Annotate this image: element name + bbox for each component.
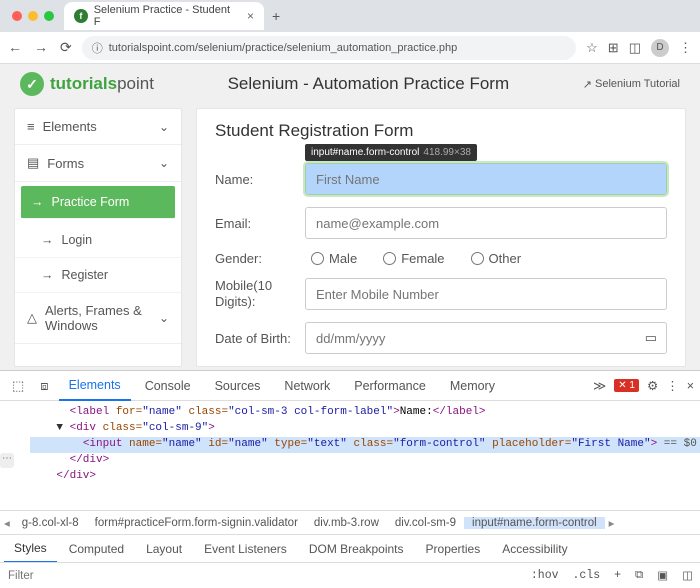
computed-toggle-icon[interactable]: ▣ bbox=[654, 568, 671, 583]
site-logo[interactable]: ✓ tutorialspoint bbox=[20, 72, 154, 96]
chevron-down-icon: ⌄ bbox=[159, 120, 169, 134]
sidebar-item-elements[interactable]: ≡Elements ⌄ bbox=[15, 109, 181, 145]
styles-tab-layout[interactable]: Layout bbox=[136, 535, 192, 563]
email-label: Email: bbox=[215, 216, 305, 231]
name-label: Name: bbox=[215, 172, 305, 187]
minimize-icon[interactable] bbox=[28, 11, 38, 21]
styles-tab-listeners[interactable]: Event Listeners bbox=[194, 535, 297, 563]
email-input[interactable] bbox=[305, 207, 667, 239]
breadcrumb: ◂ g-8.col-xl-8 form#practiceForm.form-si… bbox=[0, 510, 700, 534]
mobile-input[interactable] bbox=[305, 278, 667, 310]
crumb[interactable]: div.mb-3.row bbox=[306, 517, 387, 529]
form-heading: Student Registration Form bbox=[215, 121, 667, 141]
settings-icon[interactable]: ⚙ bbox=[647, 378, 658, 393]
devtools-tab-sources[interactable]: Sources bbox=[205, 371, 271, 401]
sidebar-item-login[interactable]: →Login bbox=[15, 223, 181, 258]
crumb-next-icon[interactable]: ▸ bbox=[605, 516, 619, 530]
new-tab-icon[interactable]: + bbox=[272, 8, 280, 24]
styles-tab-styles[interactable]: Styles bbox=[4, 535, 57, 563]
sidepanel-icon[interactable]: ◫ bbox=[629, 40, 641, 56]
maximize-icon[interactable] bbox=[44, 11, 54, 21]
kebab-icon[interactable]: ⋮ bbox=[666, 378, 679, 393]
tab-title: Selenium Practice - Student F bbox=[94, 4, 237, 28]
devtools-tab-elements[interactable]: Elements bbox=[59, 371, 131, 401]
address-bar[interactable]: ⓘ tutorialspoint.com/selenium/practice/s… bbox=[82, 36, 576, 60]
crumb[interactable]: form#practiceForm.form-signin.validator bbox=[87, 517, 306, 529]
menu-icon[interactable]: ⋮ bbox=[679, 40, 692, 56]
inspect-icon[interactable]: ⬚ bbox=[6, 378, 30, 394]
chevron-down-icon: ⌄ bbox=[159, 156, 169, 170]
logo-text-green: tutorials bbox=[50, 74, 117, 93]
elements-tree[interactable]: ⋯ <label for="name" class="col-sm-3 col-… bbox=[0, 401, 700, 510]
close-icon[interactable] bbox=[12, 11, 22, 21]
devtools-tab-console[interactable]: Console bbox=[135, 371, 201, 401]
logo-icon: ✓ bbox=[20, 72, 44, 96]
site-info-icon[interactable]: ⓘ bbox=[92, 40, 103, 56]
devtools-tab-network[interactable]: Network bbox=[274, 371, 340, 401]
gender-label: Gender: bbox=[215, 251, 305, 266]
menu-icon: ≡ bbox=[27, 119, 35, 134]
page-title: Selenium - Automation Practice Form bbox=[228, 74, 510, 94]
crumb[interactable]: g-8.col-xl-8 bbox=[14, 517, 87, 529]
bookmark-icon[interactable]: ☆ bbox=[586, 40, 598, 56]
new-style-icon[interactable]: + bbox=[611, 569, 624, 582]
form-panel: Student Registration Form input#name.for… bbox=[196, 108, 686, 367]
url-text: tutorialspoint.com/selenium/practice/sel… bbox=[109, 42, 458, 54]
sidebar-item-forms[interactable]: ▤Forms ⌄ bbox=[15, 145, 181, 182]
tab-close-icon[interactable]: × bbox=[247, 9, 254, 23]
flex-icon[interactable]: ⧉ bbox=[632, 569, 646, 582]
crumb-prev-icon[interactable]: ◂ bbox=[0, 516, 14, 530]
browser-tabbar: f Selenium Practice - Student F × + bbox=[0, 0, 700, 32]
chevron-down-icon: ⌄ bbox=[159, 311, 169, 325]
sidebar-item-register[interactable]: →Register bbox=[15, 258, 181, 293]
devtools-tab-memory[interactable]: Memory bbox=[440, 371, 505, 401]
arrow-right-icon: → bbox=[41, 268, 54, 282]
crumb[interactable]: div.col-sm-9 bbox=[387, 517, 464, 529]
name-input[interactable] bbox=[305, 163, 667, 195]
arrow-right-icon: → bbox=[31, 195, 44, 209]
forward-icon[interactable]: → bbox=[34, 39, 48, 56]
sidebar-item-alerts[interactable]: △Alerts, Frames & Windows ⌄ bbox=[15, 293, 181, 344]
external-link-icon: ↗ bbox=[583, 78, 592, 91]
profile-avatar[interactable]: D bbox=[651, 39, 669, 57]
reload-icon[interactable]: ⟳ bbox=[60, 39, 72, 56]
styles-tab-props[interactable]: Properties bbox=[416, 535, 491, 563]
hov-toggle[interactable]: :hov bbox=[528, 569, 562, 582]
arrow-right-icon: → bbox=[41, 233, 54, 247]
styles-filter-input[interactable] bbox=[4, 568, 520, 584]
ellipsis-icon[interactable]: ⋯ bbox=[0, 453, 14, 468]
devtools-panel: ⬚ ⧈ Elements Console Sources Network Per… bbox=[0, 370, 700, 588]
devtools-tab-performance[interactable]: Performance bbox=[344, 371, 436, 401]
bell-icon: △ bbox=[27, 310, 37, 326]
error-badge[interactable]: ✕ 1 bbox=[614, 379, 639, 392]
close-devtools-icon[interactable]: × bbox=[687, 379, 694, 393]
styles-tab-dom[interactable]: DOM Breakpoints bbox=[299, 535, 414, 563]
more-tabs-icon[interactable]: ≫ bbox=[593, 378, 606, 393]
styles-tab-computed[interactable]: Computed bbox=[59, 535, 134, 563]
gender-male-radio[interactable]: Male bbox=[311, 251, 357, 266]
dock-icon[interactable]: ◫ bbox=[679, 568, 696, 583]
cls-toggle[interactable]: .cls bbox=[570, 569, 604, 582]
calendar-icon[interactable]: ▭ bbox=[645, 330, 657, 346]
extensions-icon[interactable]: ⊞ bbox=[608, 40, 619, 56]
gender-female-radio[interactable]: Female bbox=[383, 251, 444, 266]
crumb-active[interactable]: input#name.form-control bbox=[464, 517, 605, 529]
inspector-tooltip: input#name.form-control418.99×38 bbox=[305, 144, 477, 161]
favicon-icon: f bbox=[74, 9, 88, 23]
browser-tab[interactable]: f Selenium Practice - Student F × bbox=[64, 2, 264, 30]
back-icon[interactable]: ← bbox=[8, 39, 22, 56]
device-toggle-icon[interactable]: ⧈ bbox=[34, 378, 54, 394]
logo-text-gray: point bbox=[117, 74, 154, 93]
styles-tab-a11y[interactable]: Accessibility bbox=[492, 535, 577, 563]
mobile-label: Mobile(10 Digits): bbox=[215, 278, 305, 309]
dob-label: Date of Birth: bbox=[215, 331, 305, 346]
form-icon: ▤ bbox=[27, 155, 39, 171]
gender-other-radio[interactable]: Other bbox=[471, 251, 522, 266]
window-controls bbox=[12, 11, 54, 21]
dob-input[interactable] bbox=[305, 322, 667, 354]
sidebar-item-practice-form[interactable]: →Practice Form bbox=[21, 186, 175, 219]
sidebar: ≡Elements ⌄ ▤Forms ⌄ →Practice Form →Log… bbox=[14, 108, 182, 367]
selenium-tutorial-link[interactable]: ↗ Selenium Tutorial bbox=[583, 78, 680, 91]
browser-toolbar: ← → ⟳ ⓘ tutorialspoint.com/selenium/prac… bbox=[0, 32, 700, 64]
